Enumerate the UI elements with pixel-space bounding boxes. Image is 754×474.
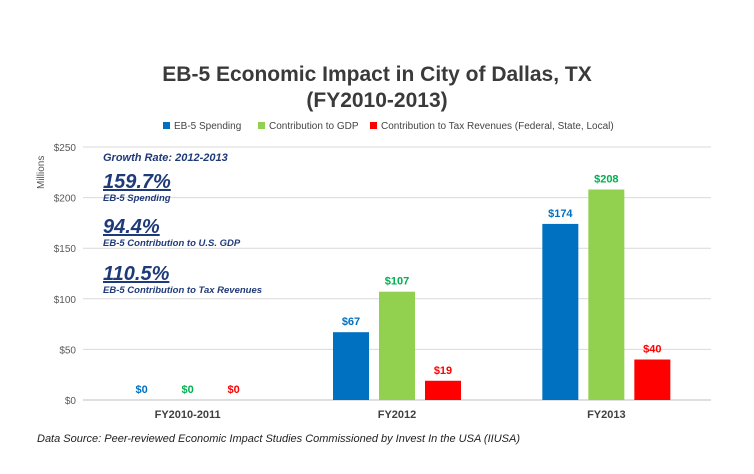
growth-item-gdp: 94.4% EB-5 Contribution to U.S. GDP — [103, 216, 240, 249]
bar — [425, 380, 461, 400]
x-tick-label: FY2010-2011 — [155, 409, 221, 421]
legend-swatch-eb5-spending — [163, 122, 170, 129]
growth-label-spending: EB-5 Spending — [103, 193, 171, 204]
y-tick-label: $100 — [54, 295, 77, 306]
y-tick-label: $150 — [54, 244, 77, 255]
growth-label-tax: EB-5 Contribution to Tax Revenues — [103, 285, 263, 296]
growth-header: Growth Rate: 2012-2013 — [103, 152, 228, 164]
growth-label-gdp: EB-5 Contribution to U.S. GDP — [103, 238, 241, 249]
data-label: $174 — [548, 208, 573, 220]
bar — [634, 359, 671, 400]
data-label: $208 — [594, 174, 618, 186]
data-label: $40 — [643, 344, 661, 356]
legend-item-tax: Contribution to Tax Revenues (Federal, S… — [370, 121, 614, 132]
y-tick-label: $200 — [54, 194, 77, 205]
legend-label-eb5-spending: EB-5 Spending — [174, 121, 242, 132]
x-tick-label: FY2012 — [378, 409, 417, 421]
growth-annotation: Growth Rate: 2012-2013 — [103, 152, 228, 164]
legend-label-gdp: Contribution to GDP — [269, 121, 359, 132]
growth-value-spending: 159.7% — [103, 171, 171, 193]
y-tick-label: $50 — [59, 345, 76, 356]
legend-item-gdp: Contribution to GDP — [258, 121, 359, 132]
data-label: $0 — [228, 384, 240, 396]
legend-label-tax: Contribution to Tax Revenues (Federal, S… — [381, 121, 614, 132]
growth-value-tax: 110.5% — [103, 263, 170, 285]
growth-item-tax: 110.5% EB-5 Contribution to Tax Revenues — [103, 263, 262, 296]
y-tick-label: $250 — [54, 143, 77, 154]
data-label: $19 — [434, 365, 452, 377]
bar — [333, 332, 369, 400]
chart-title-line1: EB-5 Economic Impact in City of Dallas, … — [162, 63, 592, 86]
x-tick-label: FY2013 — [587, 409, 626, 421]
data-label: $0 — [182, 384, 194, 396]
data-label: $0 — [136, 384, 148, 396]
bar — [588, 189, 625, 400]
data-source-note: Data Source: Peer-reviewed Economic Impa… — [37, 433, 520, 445]
growth-value-gdp: 94.4% — [103, 216, 160, 238]
data-label: $67 — [342, 316, 360, 328]
data-label: $107 — [385, 276, 409, 288]
chart-title-line2: (FY2010-2013) — [306, 89, 448, 112]
growth-item-spending: 159.7% EB-5 Spending — [103, 171, 171, 204]
legend-swatch-tax — [370, 122, 377, 129]
legend-item-eb5-spending: EB-5 Spending — [163, 121, 241, 132]
legend-swatch-gdp — [258, 122, 265, 129]
bar — [379, 291, 415, 400]
bar — [542, 223, 579, 400]
y-tick-label: $0 — [65, 396, 77, 407]
